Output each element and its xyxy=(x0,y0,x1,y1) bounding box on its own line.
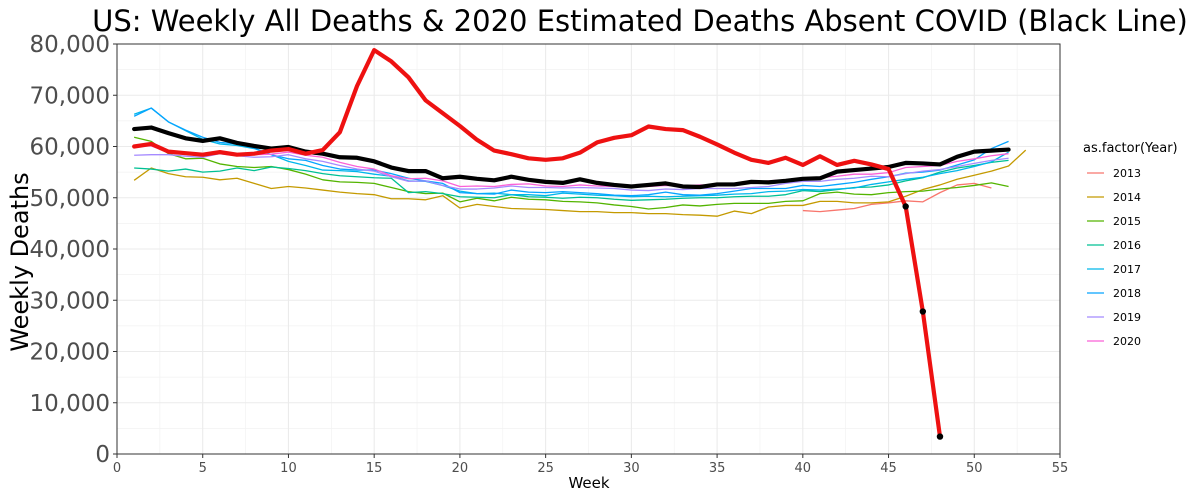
legend-label: 2013 xyxy=(1113,167,1141,180)
legend-label: 2020 xyxy=(1113,335,1141,348)
y-tick-label: 10,000 xyxy=(30,391,110,417)
series-line-2017 xyxy=(133,107,1009,198)
y-tick-label: 80,000 xyxy=(30,32,110,58)
x-tick-label: 30 xyxy=(623,461,640,476)
series-line-2019 xyxy=(134,153,1009,192)
x-tick-label: 35 xyxy=(709,461,726,476)
legend-item-2013: 2013 xyxy=(1087,167,1141,180)
y-tick-label: 70,000 xyxy=(30,83,110,109)
y-tick-label: 0 xyxy=(95,442,110,468)
legend-label: 2016 xyxy=(1113,239,1141,252)
x-tick-label: 10 xyxy=(280,461,297,476)
series-line-2020 xyxy=(134,145,1009,188)
series-line-2013 xyxy=(802,182,992,213)
x-tick-label: 55 xyxy=(1052,461,1069,476)
legend-item-2014: 2014 xyxy=(1087,191,1141,204)
series-lines xyxy=(133,107,1027,217)
series-line-2018 xyxy=(133,107,1009,197)
overlay-point xyxy=(936,433,944,440)
x-tick-label: 50 xyxy=(966,461,983,476)
legend-label: 2018 xyxy=(1113,287,1141,300)
chart-title: US: Weekly All Deaths & 2020 Estimated D… xyxy=(92,4,1188,38)
x-tick-label: 15 xyxy=(366,461,383,476)
y-tick-label: 30,000 xyxy=(30,288,110,314)
x-tick-label: 0 xyxy=(113,461,121,476)
y-axis-label: Weekly Deaths xyxy=(6,172,34,351)
overlay-point xyxy=(902,203,909,210)
legend-item-2019: 2019 xyxy=(1087,311,1141,324)
x-tick-label: 20 xyxy=(452,461,469,476)
legend-item-2018: 2018 xyxy=(1087,287,1141,300)
overlay-point xyxy=(919,308,927,315)
legend-items: 2013 2014 2015 2016 2017 2018 2019 2020 xyxy=(1087,167,1141,348)
x-tick-label: 5 xyxy=(199,461,207,476)
y-tick-label: 40,000 xyxy=(30,237,110,263)
overlay-lines xyxy=(132,48,1011,440)
legend-title: as.factor(Year) xyxy=(1083,141,1178,156)
plot-panel xyxy=(116,43,1061,455)
legend-label: 2014 xyxy=(1113,191,1141,204)
legend-item-2017: 2017 xyxy=(1087,263,1141,276)
x-tick-label: 40 xyxy=(795,461,812,476)
legend-item-2020: 2020 xyxy=(1087,335,1141,348)
series-line-2016 xyxy=(134,159,1009,201)
x-tick-label: 25 xyxy=(537,461,554,476)
x-axis-label: Week xyxy=(568,474,609,492)
legend-item-2016: 2016 xyxy=(1087,239,1141,252)
overlay-line-2020-all-deaths xyxy=(132,48,943,439)
legend: as.factor(Year) 2013 2014 2015 2016 2017 2018… xyxy=(1083,141,1178,348)
legend-label: 2015 xyxy=(1113,215,1141,228)
x-axis: 0 5 10 15 20 25 30 35 40 45 50 55 xyxy=(113,454,1068,476)
y-tick-label: 20,000 xyxy=(30,340,110,366)
legend-label: 2017 xyxy=(1113,263,1141,276)
y-tick-label: 60,000 xyxy=(30,135,110,161)
legend-label: 2019 xyxy=(1113,311,1141,324)
series-line-2014 xyxy=(133,149,1027,217)
legend-item-2015: 2015 xyxy=(1087,215,1141,228)
y-tick-label: 50,000 xyxy=(30,186,110,212)
x-tick-label: 45 xyxy=(880,461,897,476)
y-axis: 0 10,000 20,000 30,000 40,000 50,000 60,000 70,… xyxy=(30,32,117,468)
